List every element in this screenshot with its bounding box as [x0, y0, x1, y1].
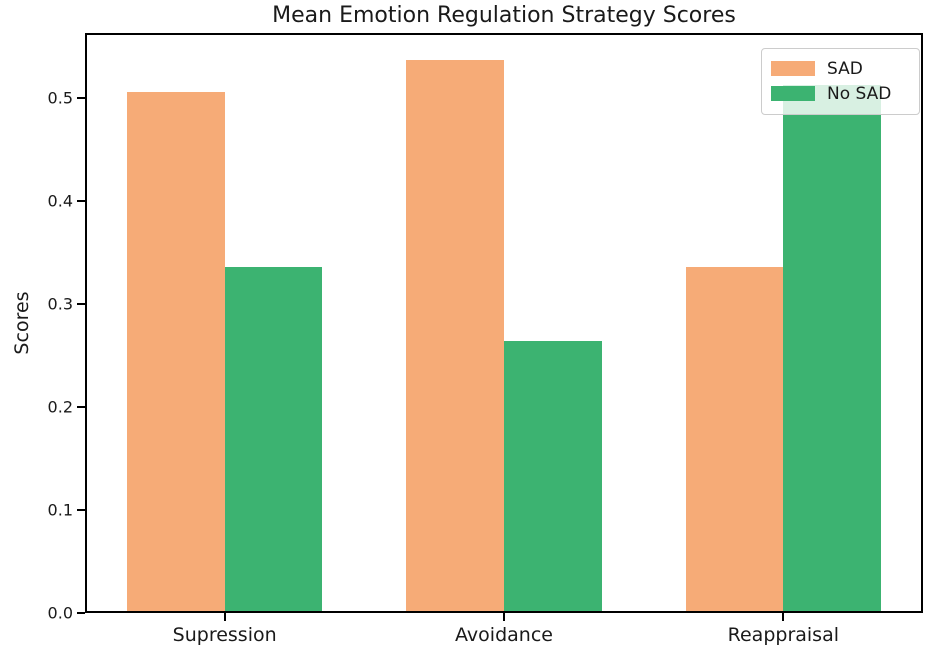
plot-area: SAD No SAD [85, 33, 923, 613]
x-category-label: Reappraisal [727, 624, 840, 646]
x-category-label: Supression [172, 624, 277, 646]
legend-entry: No SAD [771, 81, 909, 106]
x-tick-mark [782, 613, 785, 621]
x-tick-mark [223, 613, 226, 621]
y-tick-mark [77, 405, 85, 408]
chart-title: Mean Emotion Regulation Strategy Scores [272, 3, 736, 28]
bar-no-sad-avoidance [504, 341, 602, 611]
bar-no-sad-reappraisal [783, 84, 882, 611]
y-tick-mark [77, 302, 85, 305]
y-tick-label: 0.2 [47, 397, 73, 417]
y-tick-label: 0.1 [47, 500, 73, 520]
y-tick-label: 0.4 [47, 191, 73, 211]
bars-layer [87, 35, 921, 611]
legend: SAD No SAD [761, 48, 920, 115]
bar-no-sad-supression [224, 266, 323, 611]
y-tick-label: 0.3 [47, 294, 73, 314]
y-tick-mark [77, 508, 85, 511]
bar-sad-reappraisal [685, 266, 784, 611]
y-tick-label: 0.0 [47, 603, 73, 623]
legend-swatch-icon [771, 61, 815, 76]
legend-swatch-icon [771, 86, 815, 101]
y-tick-mark [77, 96, 85, 99]
y-tick-mark [77, 612, 85, 614]
legend-label: No SAD [827, 83, 892, 104]
x-tick-mark [503, 613, 505, 621]
bar-sad-supression [126, 91, 225, 611]
y-tick-mark [77, 199, 85, 202]
x-category-label: Avoidance [455, 624, 553, 646]
y-tick-label: 0.5 [47, 88, 73, 108]
bar-sad-avoidance [406, 59, 504, 611]
legend-entry: SAD [771, 56, 909, 81]
legend-label: SAD [827, 58, 863, 79]
